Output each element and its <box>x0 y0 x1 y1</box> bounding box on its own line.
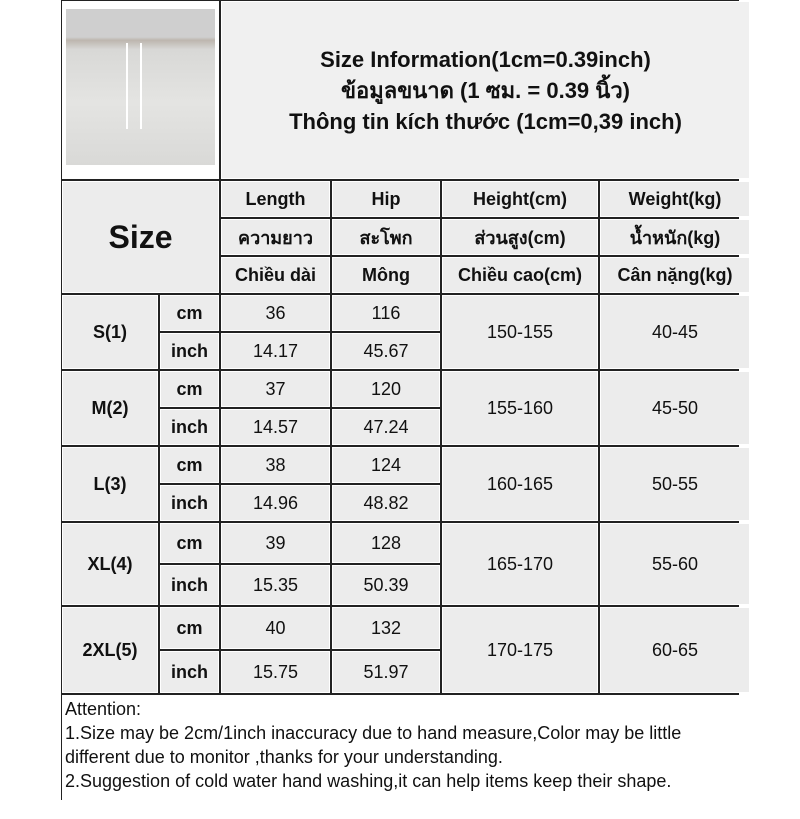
attention-line: 2.Suggestion of cold water hand washing,… <box>65 771 672 791</box>
height-range: 170-175 <box>442 607 598 693</box>
weight-range: 45-50 <box>600 371 750 445</box>
unit-inch: inch <box>160 565 219 605</box>
hip-cm: 116 <box>332 295 440 331</box>
unit-inch: inch <box>160 651 219 693</box>
title-vi: Thông tin kích thước (1cm=0,39 inch) <box>289 108 682 134</box>
height-range: 165-170 <box>442 523 598 605</box>
size-header: Size <box>62 181 219 293</box>
chart-title: Size Information(1cm=0.39inch) ข้อมูลขนา… <box>221 1 750 179</box>
header-height: ส่วนสูง(cm) <box>442 219 598 255</box>
pants-image <box>66 9 215 165</box>
length-inch: 14.57 <box>221 409 330 445</box>
hip-inch: 48.82 <box>332 485 440 521</box>
weight-range: 60-65 <box>600 607 750 693</box>
weight-range: 50-55 <box>600 447 750 521</box>
unit-cm: cm <box>160 523 219 563</box>
header-length: Chiều dài <box>221 257 330 293</box>
size-label: M(2) <box>62 371 158 445</box>
unit-inch: inch <box>160 333 219 369</box>
hip-inch: 50.39 <box>332 565 440 605</box>
hip-inch: 47.24 <box>332 409 440 445</box>
header-length: Length <box>221 181 330 217</box>
header-length: ความยาว <box>221 219 330 255</box>
product-photo <box>62 1 219 179</box>
attention-line: Attention: <box>65 699 142 719</box>
unit-cm: cm <box>160 447 219 483</box>
size-chart-table: Size Information(1cm=0.39inch) ข้อมูลขนา… <box>61 0 750 819</box>
length-cm: 39 <box>221 523 330 563</box>
unit-cm: cm <box>160 295 219 331</box>
hip-cm: 132 <box>332 607 440 649</box>
length-inch: 14.96 <box>221 485 330 521</box>
header-hip: สะโพก <box>332 219 440 255</box>
size-label: L(3) <box>62 447 158 521</box>
hip-inch: 45.67 <box>332 333 440 369</box>
weight-range: 40-45 <box>600 295 750 369</box>
header-hip: Mông <box>332 257 440 293</box>
length-inch: 15.35 <box>221 565 330 605</box>
length-cm: 36 <box>221 295 330 331</box>
size-label: 2XL(5) <box>62 607 158 693</box>
length-cm: 37 <box>221 371 330 407</box>
height-range: 155-160 <box>442 371 598 445</box>
length-cm: 40 <box>221 607 330 649</box>
length-inch: 15.75 <box>221 651 330 693</box>
header-height: Chiều cao(cm) <box>442 257 598 293</box>
attention-notes: Attention: 1.Size may be 2cm/1inch inaccu… <box>62 695 750 819</box>
attention-line: 1.Size may be 2cm/1inch inaccuracy due t… <box>65 723 682 743</box>
height-range: 160-165 <box>442 447 598 521</box>
hip-inch: 51.97 <box>332 651 440 693</box>
header-weight: น้ำหนัก(kg) <box>600 219 750 255</box>
length-inch: 14.17 <box>221 333 330 369</box>
header-hip: Hip <box>332 181 440 217</box>
hip-cm: 128 <box>332 523 440 563</box>
length-cm: 38 <box>221 447 330 483</box>
header-weight: Weight(kg) <box>600 181 750 217</box>
unit-cm: cm <box>160 607 219 649</box>
hip-cm: 120 <box>332 371 440 407</box>
header-height: Height(cm) <box>442 181 598 217</box>
size-label: S(1) <box>62 295 158 369</box>
weight-range: 55-60 <box>600 523 750 605</box>
height-range: 150-155 <box>442 295 598 369</box>
title-th: ข้อมูลขนาด (1 ซม. = 0.39 นิ้ว) <box>340 77 630 103</box>
attention-line: different due to monitor ,thanks for you… <box>65 747 503 767</box>
size-label: XL(4) <box>62 523 158 605</box>
unit-inch: inch <box>160 485 219 521</box>
hip-cm: 124 <box>332 447 440 483</box>
title-en: Size Information(1cm=0.39inch) <box>320 46 651 72</box>
unit-inch: inch <box>160 409 219 445</box>
header-weight: Cân nặng(kg) <box>600 257 750 293</box>
unit-cm: cm <box>160 371 219 407</box>
